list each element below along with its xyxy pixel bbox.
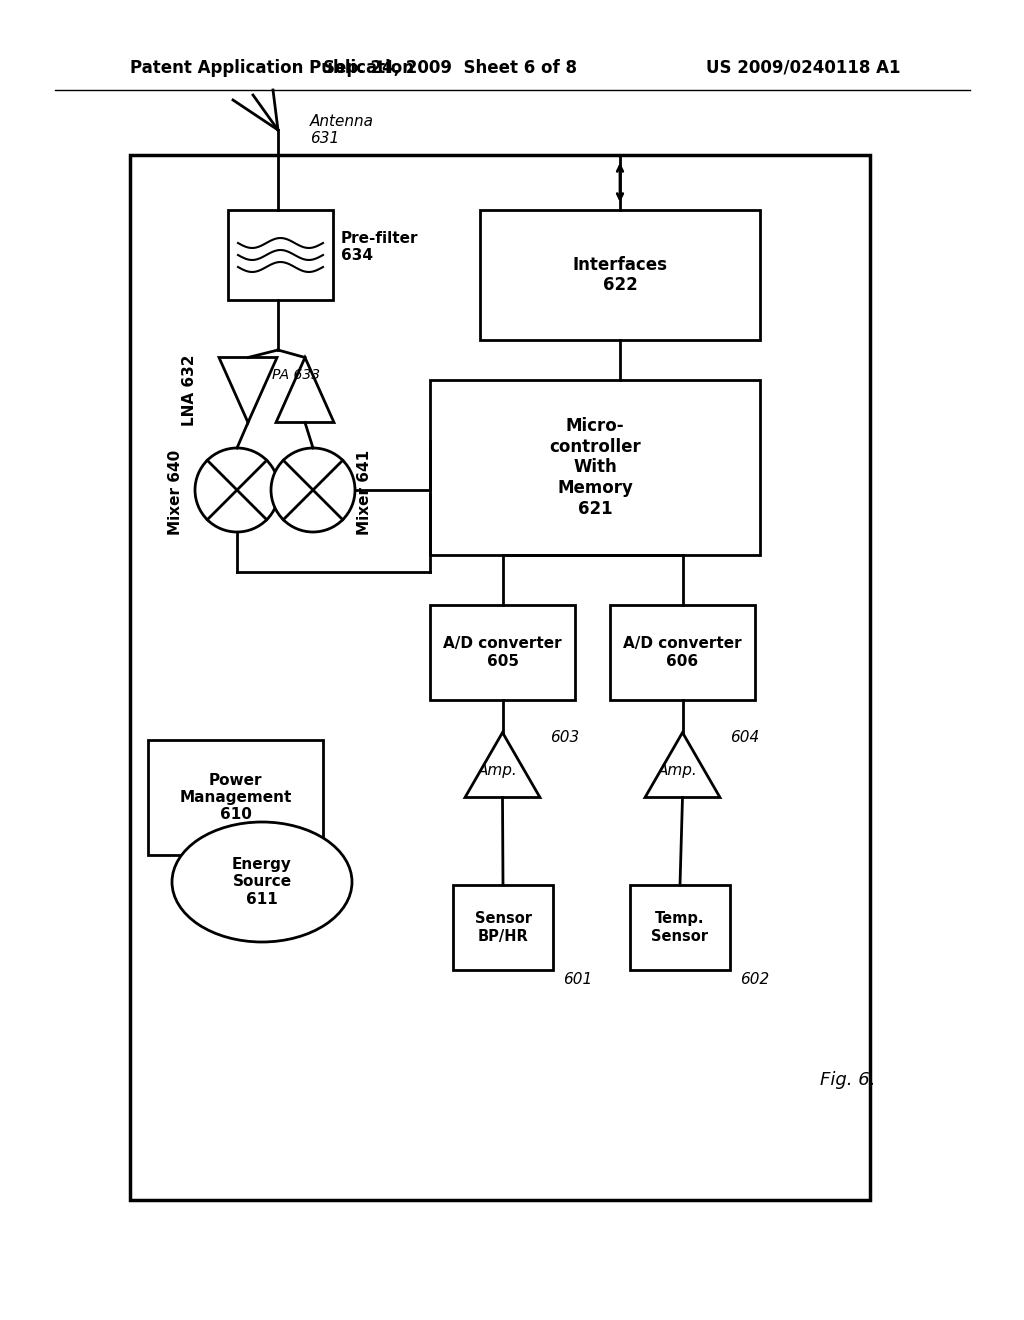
Text: Energy
Source
611: Energy Source 611 (232, 857, 292, 907)
Text: PA 633: PA 633 (272, 368, 321, 381)
Text: Patent Application Publication: Patent Application Publication (130, 59, 414, 77)
Text: 602: 602 (740, 973, 769, 987)
Bar (630, 884, 730, 970)
Circle shape (271, 447, 355, 532)
Text: A/D converter
605: A/D converter 605 (443, 636, 562, 669)
Bar (480, 210, 760, 341)
Text: LNA 632: LNA 632 (182, 354, 198, 426)
Bar (453, 884, 553, 970)
Polygon shape (465, 733, 540, 797)
Text: 603: 603 (551, 730, 580, 744)
Bar (610, 605, 755, 700)
Polygon shape (645, 733, 720, 797)
Text: Temp.
Sensor: Temp. Sensor (651, 911, 709, 944)
Text: Micro-
controller
With
Memory
621: Micro- controller With Memory 621 (549, 417, 641, 519)
Polygon shape (276, 358, 334, 422)
Text: Sep. 24, 2009  Sheet 6 of 8: Sep. 24, 2009 Sheet 6 of 8 (323, 59, 577, 77)
Text: Amp.: Amp. (657, 763, 697, 777)
Bar (130, 154, 870, 1200)
Bar (148, 741, 323, 855)
Circle shape (195, 447, 279, 532)
Text: Sensor
BP/HR: Sensor BP/HR (474, 911, 531, 944)
Text: 604: 604 (730, 730, 760, 744)
Ellipse shape (172, 822, 352, 942)
Text: 601: 601 (563, 973, 592, 987)
Bar (228, 210, 333, 300)
Bar (430, 605, 575, 700)
Bar (430, 380, 760, 554)
Text: A/D converter
606: A/D converter 606 (624, 636, 741, 669)
Text: Amp.: Amp. (477, 763, 517, 777)
Text: Pre-filter
634: Pre-filter 634 (341, 231, 419, 263)
Text: US 2009/0240118 A1: US 2009/0240118 A1 (706, 59, 900, 77)
Text: Fig. 6.: Fig. 6. (820, 1071, 876, 1089)
Text: Mixer 640: Mixer 640 (168, 449, 182, 535)
Text: Interfaces
622: Interfaces 622 (572, 256, 668, 294)
Polygon shape (219, 358, 278, 422)
Text: Mixer 641: Mixer 641 (357, 449, 372, 535)
Text: Power
Management
610: Power Management 610 (179, 772, 292, 822)
Text: Antenna
631: Antenna 631 (310, 114, 374, 147)
